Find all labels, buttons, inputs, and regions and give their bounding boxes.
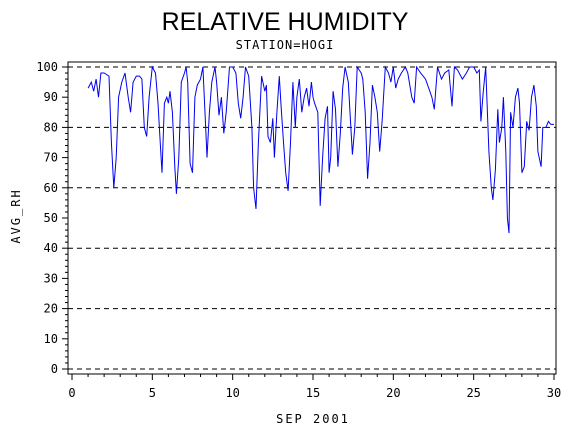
y-tick-label: 20	[44, 302, 58, 316]
y-tick-label: 10	[44, 332, 58, 346]
y-tick-label: 30	[44, 271, 58, 285]
x-tick-label: 30	[547, 386, 561, 400]
x-tick-label: 5	[149, 386, 156, 400]
y-tick-label: 70	[44, 151, 58, 165]
x-axis-label: SEP 2001	[276, 412, 350, 426]
plot-frame	[67, 61, 557, 375]
y-tick-label: 60	[44, 181, 58, 195]
x-tick-label: 0	[68, 386, 75, 400]
x-tick-label: 15	[306, 386, 320, 400]
x-tick-label: 20	[386, 386, 400, 400]
y-tick-label: 0	[51, 362, 58, 376]
y-tick-label: 40	[44, 241, 58, 255]
y-tick-label: 100	[36, 60, 58, 74]
x-tick-label: 25	[466, 386, 480, 400]
axes: 0 10 20 30 40 50 60 70 80 90 100 0 5 10 15 20 25 30	[36, 60, 561, 400]
y-tick-label: 90	[44, 90, 58, 104]
series-line	[87, 65, 554, 234]
y-axis-label: AVG_RH	[9, 188, 23, 243]
chart-subtitle: STATION=HOGI	[236, 38, 335, 52]
y-tick-label: 50	[44, 211, 58, 225]
grid-lines	[68, 66, 556, 370]
chart-title: RELATIVE HUMIDITY	[162, 8, 409, 36]
y-tick-label: 80	[44, 120, 58, 134]
x-tick-label: 10	[225, 386, 239, 400]
